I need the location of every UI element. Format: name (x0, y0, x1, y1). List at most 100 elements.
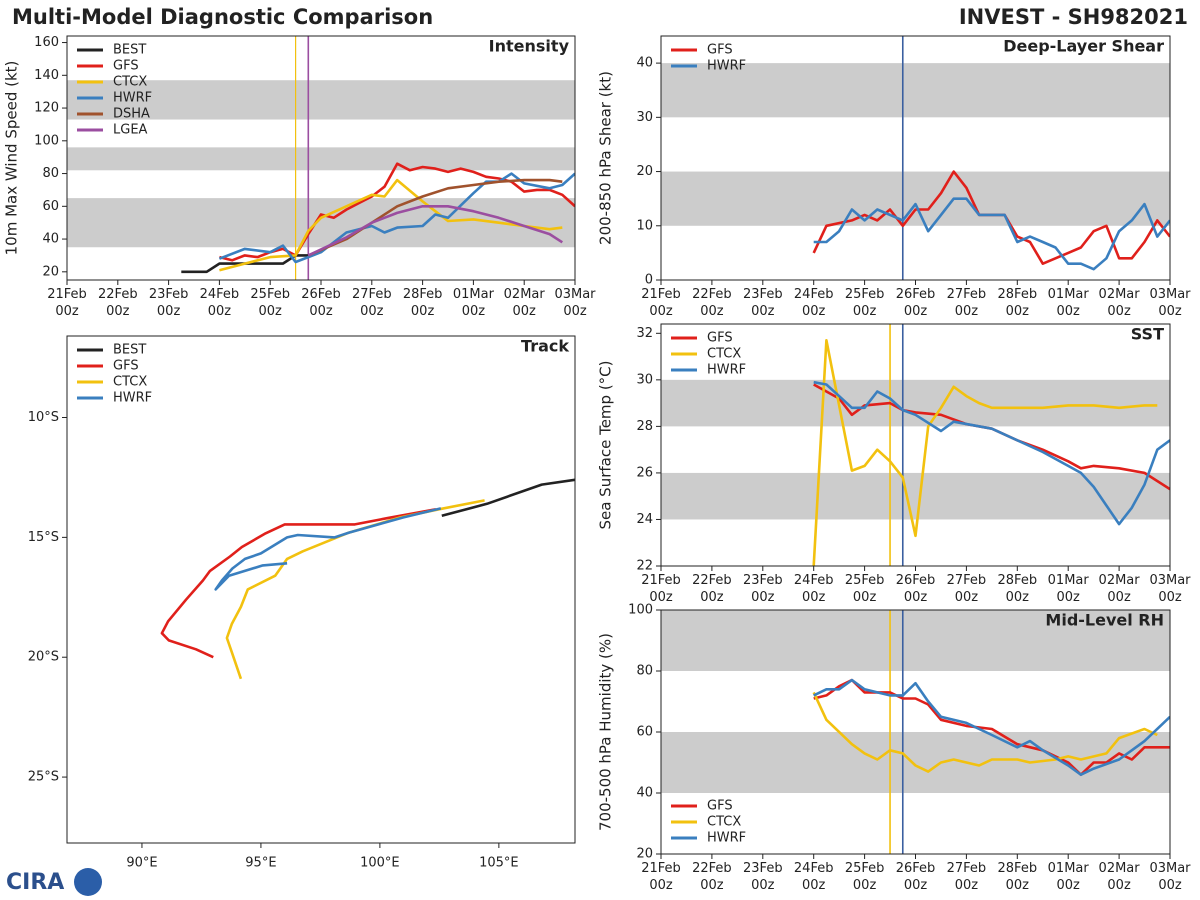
y-tick-label: 40 (636, 786, 653, 801)
x-tick-label: 23Feb 00z (743, 573, 783, 605)
x-tick-label: 21Feb 00z (641, 861, 681, 893)
legend-label: LGEA (113, 123, 148, 138)
x-tick-label: 24Feb 00z (794, 861, 834, 893)
x-tick-label: 27Feb 00z (352, 287, 392, 319)
panel: 0 10 20 30 40 21Feb 00z 22Feb 00z 23Feb 00z 24Feb 00… (597, 35, 1191, 319)
y-tick-label: 25°S (28, 770, 59, 785)
y-tick-label: 120 (34, 101, 59, 116)
y-tick-label: 80 (42, 166, 59, 181)
plot-frame (660, 35, 1171, 281)
x-tick-label: 25Feb 00z (845, 861, 885, 893)
band (661, 732, 1170, 793)
x-tick-label: 23Feb 00z (743, 287, 783, 319)
x-tick-label: 01Mar 00z (1048, 573, 1090, 605)
x-tick-label: 02Mar 00z (1099, 861, 1141, 893)
panel: 20 40 60 80 100 120 140 160 21Feb 00z 22Feb 00z 23Fe… (3, 35, 597, 318)
y-tick-label: 20 (636, 847, 653, 862)
x-tick-label: 28Feb 00z (998, 861, 1038, 893)
y-tick-label: 26 (636, 465, 653, 480)
x-tick-label: 95°E (245, 856, 276, 871)
panel-title: Track (521, 337, 569, 356)
legend-label: BEST (113, 343, 146, 358)
series-line (813, 197, 1170, 271)
x-tick-label: 28Feb 00z (998, 287, 1038, 319)
x-tick-label: 21Feb 00z (641, 573, 681, 605)
logo-text: CIRA (6, 870, 64, 895)
y-tick-label: 100 (628, 603, 653, 618)
panel: 10°S 15°S 20°S 25°S 90°E 95°E 100°E 105°E Track B… (28, 335, 576, 871)
panel-title: Deep-Layer Shear (1003, 37, 1164, 56)
plot-frame (66, 35, 576, 281)
y-tick-label: 10°S (28, 410, 59, 425)
y-axis-label: 10m Max Wind Speed (kt) (3, 61, 21, 256)
y-tick-label: 140 (34, 68, 59, 83)
legend-label: DSHA (113, 107, 150, 122)
x-tick-label: 23Feb 00z (743, 861, 783, 893)
series-group (812, 170, 1170, 271)
panel-title: SST (1131, 325, 1164, 344)
y-tick-label: 80 (636, 664, 653, 679)
x-tick-label: 23Feb 00z (149, 287, 189, 319)
y-tick-label: 32 (636, 326, 653, 341)
legend-label: GFS (113, 59, 139, 74)
x-tick-label: 02Mar 00z (1099, 573, 1141, 605)
x-tick-label: 27Feb 00z (947, 573, 987, 605)
x-tick-label: 21Feb 00z (641, 287, 681, 319)
series-line (219, 162, 575, 262)
x-tick-label: 28Feb 00z (998, 573, 1038, 605)
plot-frame (660, 609, 1171, 855)
series-group (812, 678, 1170, 776)
series-line (813, 678, 1170, 776)
band (67, 147, 575, 171)
legend-label: HWRF (113, 91, 152, 106)
y-tick-label: 60 (42, 199, 59, 214)
x-tick-label: 03Mar 00z (554, 287, 596, 319)
x-tick-label: 24Feb 00z (794, 287, 834, 319)
y-tick-label: 24 (636, 512, 653, 527)
x-tick-label: 25Feb 00z (845, 573, 885, 605)
series-line (812, 691, 1158, 773)
x-tick-label: 21Feb 00z (47, 287, 87, 319)
x-tick-label: 24Feb 00z (200, 287, 240, 319)
panel-title: Mid-Level RH (1045, 611, 1164, 630)
legend-label: GFS (707, 331, 733, 346)
plot-frame (66, 335, 576, 844)
y-tick-label: 40 (42, 232, 59, 247)
x-tick-label: 01Mar 00z (1048, 287, 1090, 319)
band (661, 171, 1170, 226)
y-tick-label: 10 (636, 218, 653, 233)
x-tick-label: 22Feb 00z (692, 287, 732, 319)
legend-label: HWRF (707, 363, 746, 378)
y-tick-label: 20 (636, 164, 653, 179)
legend-label: HWRF (707, 59, 746, 74)
y-tick-label: 0 (645, 273, 653, 288)
legend-label: GFS (707, 799, 733, 814)
y-tick-label: 60 (636, 725, 653, 740)
legend-label: CTCX (707, 347, 741, 362)
legend-label: HWRF (113, 391, 152, 406)
x-tick-label: 01Mar 00z (453, 287, 495, 319)
y-tick-label: 30 (636, 110, 653, 125)
x-tick-label: 26Feb 00z (301, 287, 341, 319)
x-tick-label: 27Feb 00z (947, 861, 987, 893)
x-tick-label: 02Mar 00z (504, 287, 546, 319)
y-tick-label: 15°S (28, 530, 59, 545)
y-tick-label: 160 (34, 35, 59, 50)
x-tick-label: 26Feb 00z (896, 573, 936, 605)
y-axis-label: Sea Surface Temp (°C) (597, 360, 615, 529)
storm-name: INVEST - SH982021 (959, 5, 1188, 29)
legend-label: GFS (113, 359, 139, 374)
x-tick-label: 105°E (479, 856, 519, 871)
panel: 20 40 60 80 100 21Feb 00z 22Feb 00z 23Feb 00z 24Feb… (597, 603, 1192, 893)
plot-area (67, 336, 575, 843)
series-group (812, 339, 1170, 566)
x-tick-label: 100°E (360, 856, 400, 871)
legend-label: GFS (707, 43, 733, 58)
band (661, 379, 1170, 427)
series-line (307, 205, 564, 257)
series-line (812, 339, 1158, 566)
